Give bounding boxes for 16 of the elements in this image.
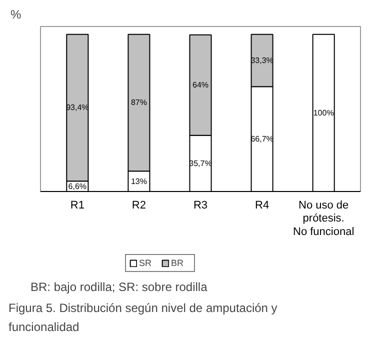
x-tick-label: R3 (193, 200, 208, 212)
x-tick-label: No uso de prótesis. No funcional (293, 200, 354, 238)
x-tick-label: R4 (255, 200, 270, 212)
legend-label: SR (139, 258, 153, 268)
text: Figura 5. Distribución según nivel de amputación y funcionalidad (8, 301, 278, 334)
y-axis-title: % (10, 8, 22, 22)
x-tick-label: R2 (132, 200, 146, 212)
data-label: 6,6% (68, 182, 87, 191)
text: BR: bajo rodilla; SR: sobre rodilla (30, 280, 208, 294)
data-label: 87% (130, 98, 147, 108)
data-label: 13% (130, 176, 147, 186)
data-label: 64% (192, 80, 209, 90)
data-label: 100% (313, 108, 334, 118)
legend-label: BR (171, 258, 185, 268)
x-tick-label: R1 (70, 200, 84, 212)
data-label: 33,3% (250, 56, 274, 66)
